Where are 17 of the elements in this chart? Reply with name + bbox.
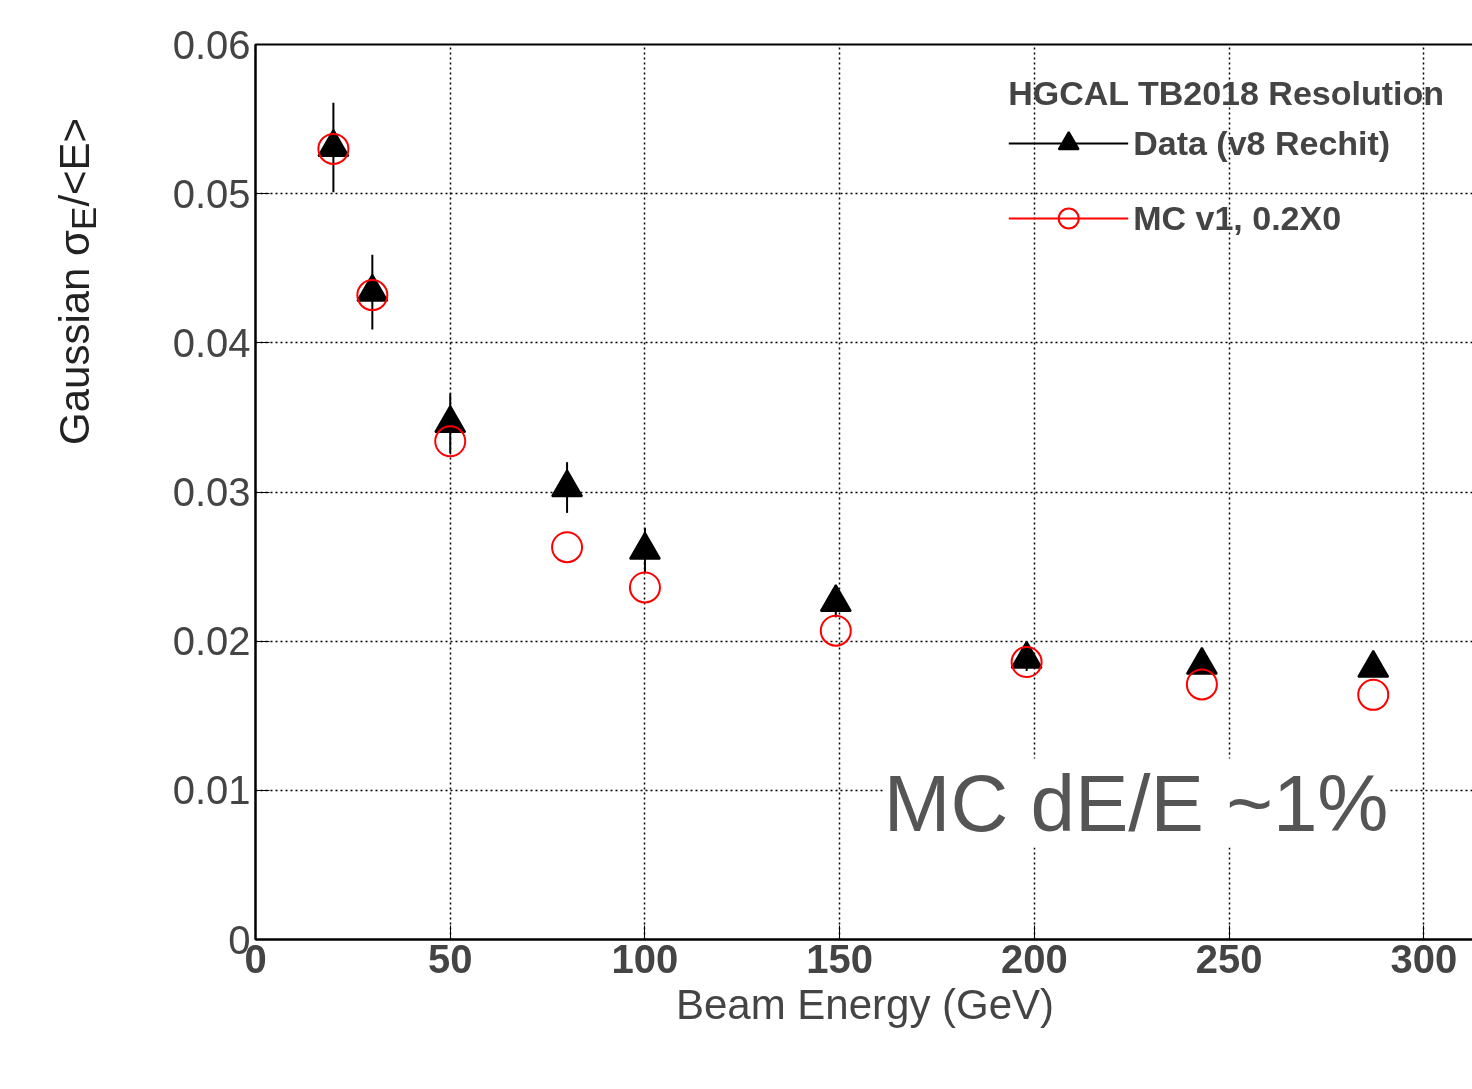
y-tick-label: 0.03 xyxy=(172,470,251,514)
x-tick-label: 250 xyxy=(1195,936,1263,981)
x-tick-label: 100 xyxy=(611,936,679,981)
y-tick-label: 0.06 xyxy=(172,22,251,67)
annotation: MC dE/E ~1% xyxy=(883,758,1389,848)
y-tick-label: 0.01 xyxy=(172,768,251,813)
x-tick-label: 200 xyxy=(1001,936,1068,981)
legend-title: HGCAL TB2018 Resolution xyxy=(1008,74,1444,113)
x-axis-title: Beam Energy (GeV) xyxy=(675,980,1055,1028)
legend-label: MC v1, 0.2X0 xyxy=(1133,198,1342,238)
x-tick-label: 150 xyxy=(806,936,874,981)
y-tick-label: 0.04 xyxy=(172,320,251,365)
x-tick-label: 50 xyxy=(427,936,473,981)
y-tick-label: 0.02 xyxy=(172,619,251,664)
y-tick-label: 0.05 xyxy=(172,171,251,216)
legend-label: Data (v8 Rechit) xyxy=(1133,123,1391,163)
x-tick-label: 300 xyxy=(1390,936,1458,981)
